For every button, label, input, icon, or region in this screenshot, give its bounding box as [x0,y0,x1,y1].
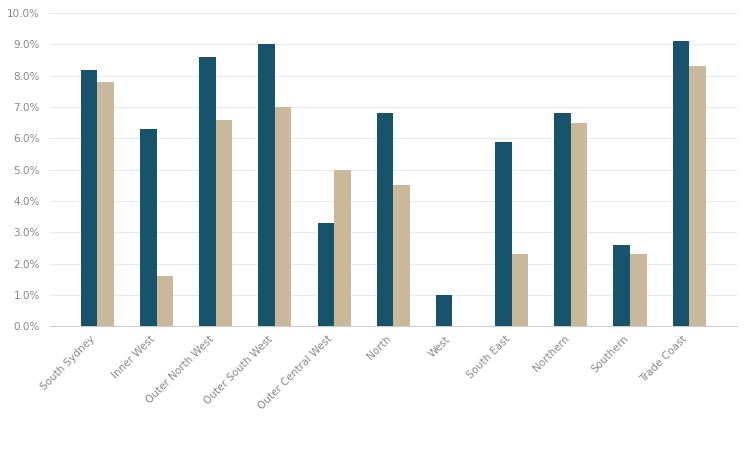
Bar [258,44,275,326]
Bar [97,82,114,326]
Bar [512,254,528,326]
Bar [216,120,232,326]
Bar [436,295,452,326]
Bar [673,41,689,326]
Bar [394,185,410,326]
Bar [376,113,394,326]
Bar [81,70,97,326]
Bar [571,123,588,326]
Bar [199,57,216,326]
Bar [614,245,630,326]
Bar [495,141,512,326]
Bar [156,276,173,326]
Bar [630,254,647,326]
Bar [318,223,334,326]
Bar [140,129,156,326]
Bar [275,107,292,326]
Bar [689,67,706,326]
Bar [334,170,350,326]
Bar [554,113,571,326]
